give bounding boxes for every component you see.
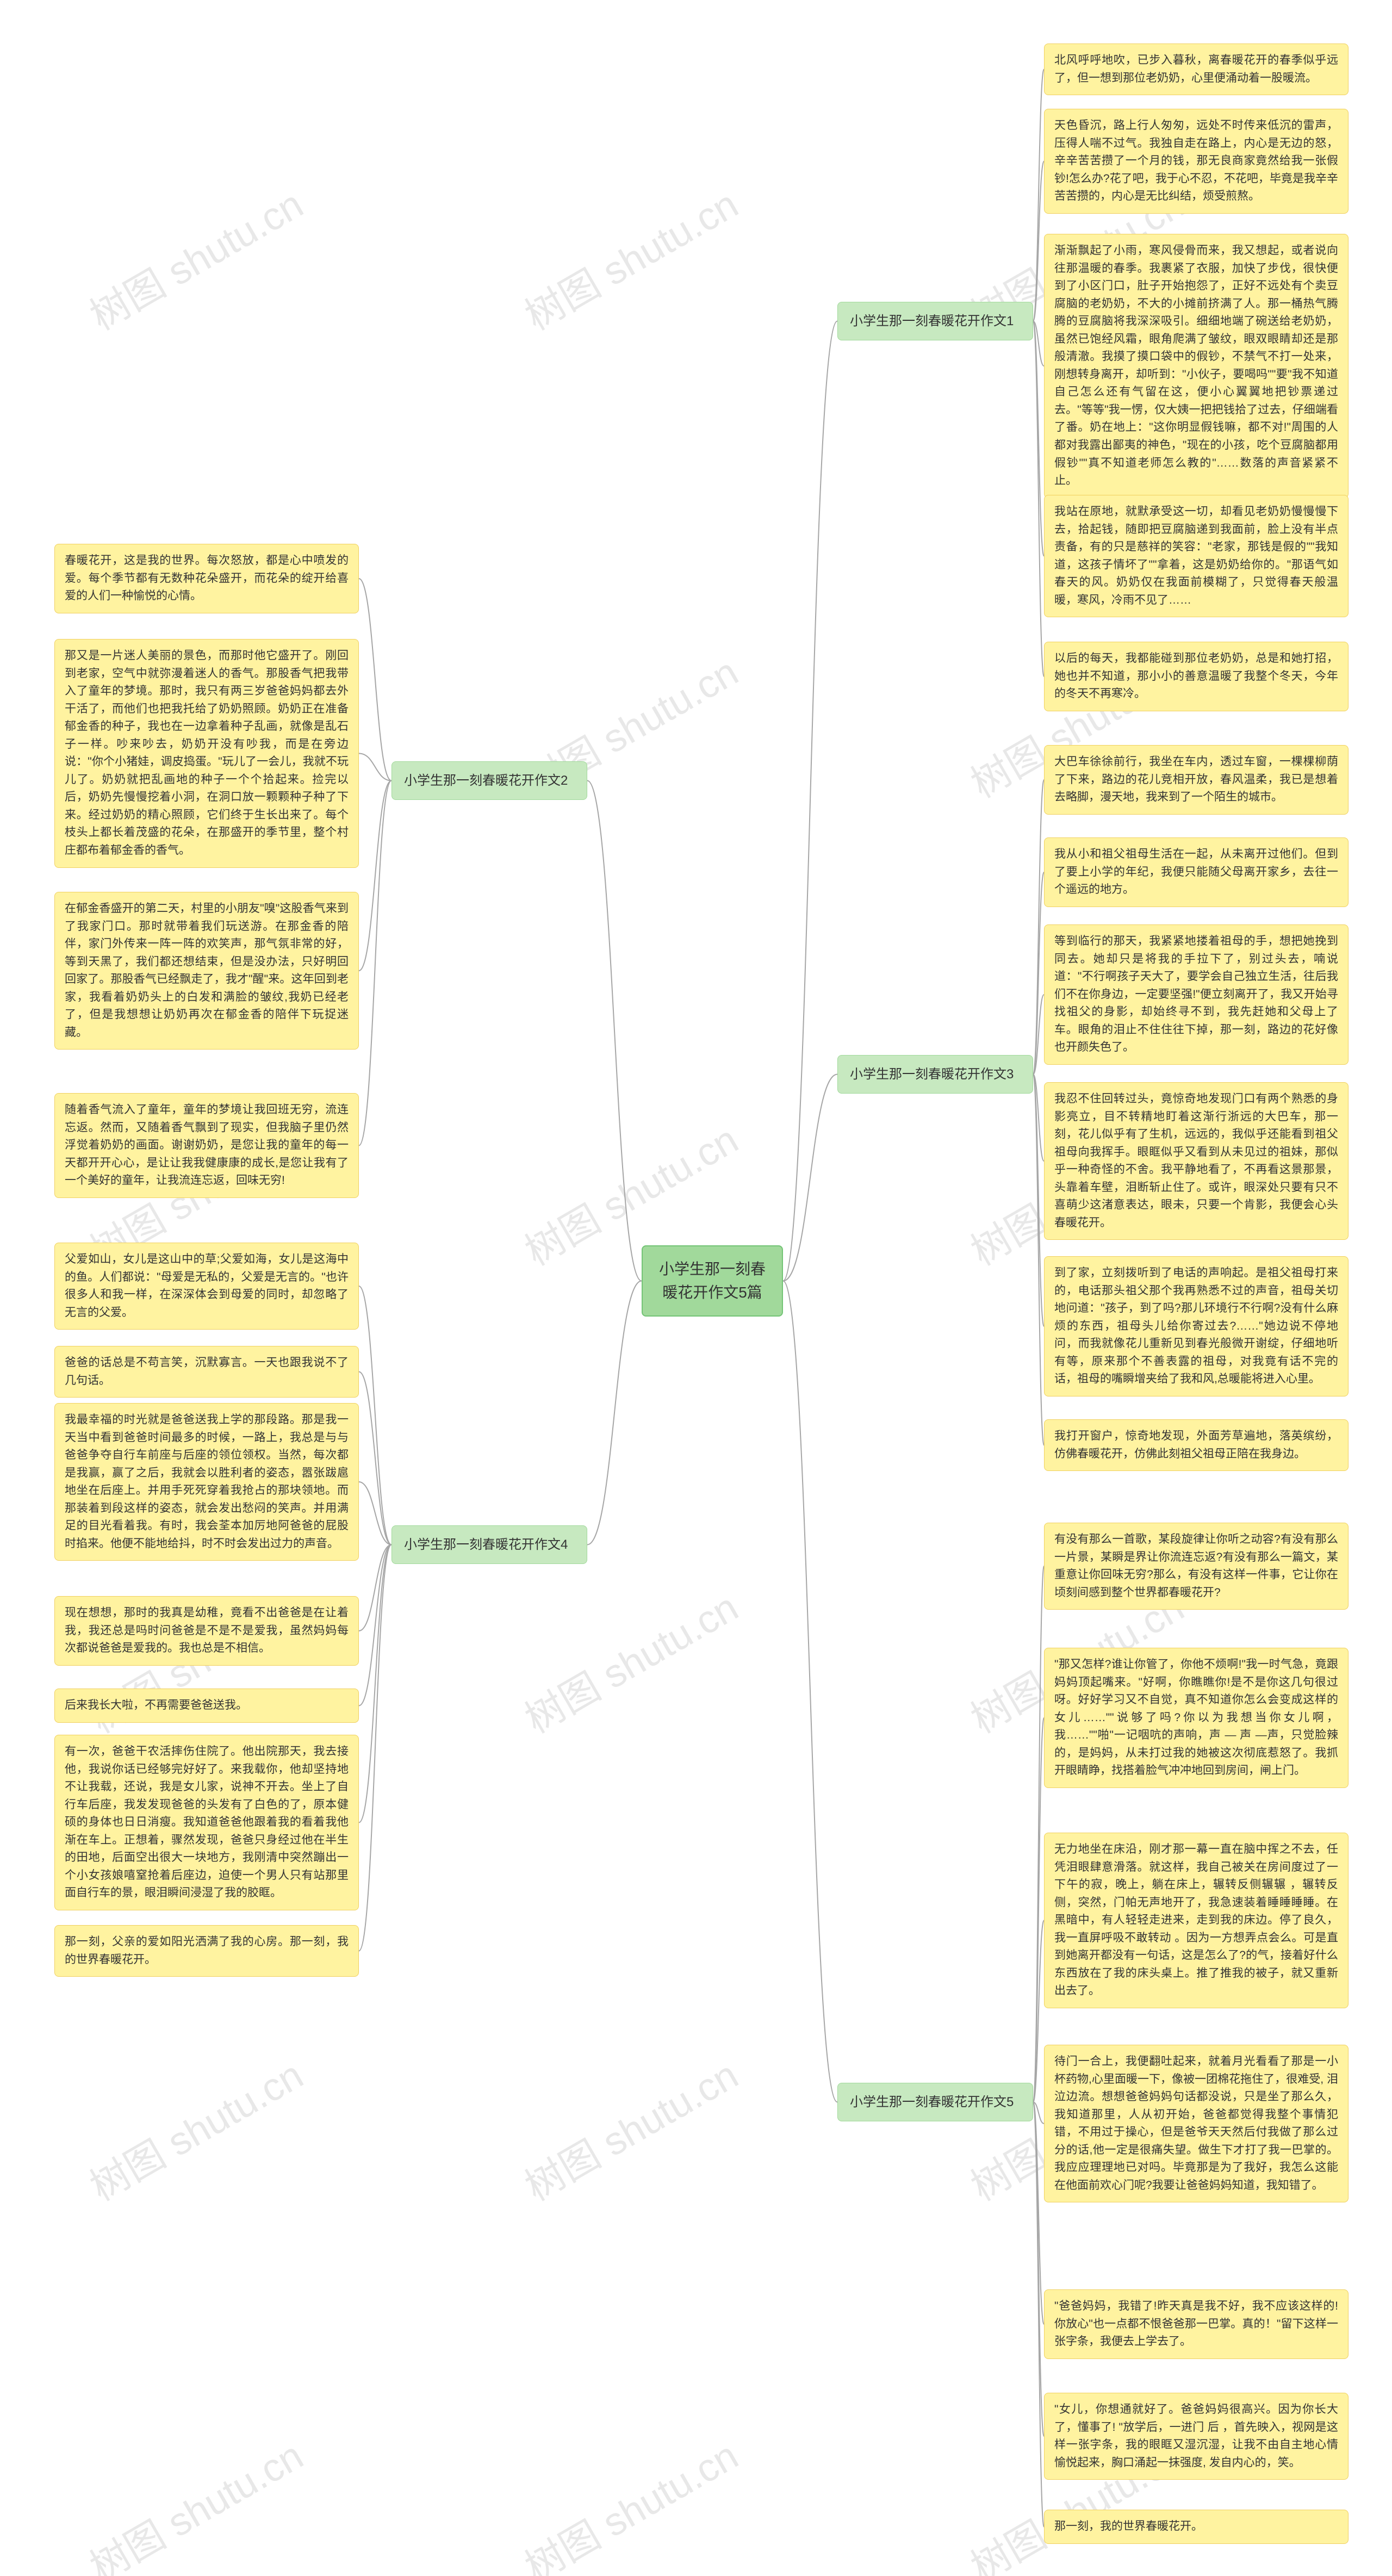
- leaf-node: 我站在原地，就默承受这一切，却看见老奶奶慢慢慢下去，拾起钱，随即把豆腐脑递到我面…: [1044, 495, 1348, 617]
- center-node: 小学生那一刻春暖花开作文5篇: [642, 1245, 783, 1317]
- leaf-node: 我从小和祖父祖母生活在一起，从未离开过他们。但到了要上小学的年纪，我便只能随父母…: [1044, 837, 1348, 907]
- branch-node: 小学生那一刻春暖花开作文5: [837, 2083, 1033, 2121]
- leaf-node: 随着香气流入了童年，童年的梦境让我回班无穷，流连忘返。然而，又随着香气飘到了现实…: [54, 1093, 359, 1198]
- leaf-node: 爸爸的话总是不苟言笑，沉默寡言。一天也跟我说不了几句话。: [54, 1346, 359, 1398]
- leaf-node: 那一刻，父亲的爱如阳光洒满了我的心房。那一刻，我的世界春暖花开。: [54, 1925, 359, 1977]
- watermark: 树图 shutu.cn: [78, 2044, 312, 2212]
- leaf-node: 有一次，爸爸干农活摔伤住院了。他出院那天，我去接他，我说你话已经够完好好了。来我…: [54, 1735, 359, 1910]
- branch-node: 小学生那一刻春暖花开作文4: [391, 1525, 587, 1564]
- leaf-node: 有没有那么一首歌，某段旋律让你听之动容?有没有那么一片景，某瞬是界让你流连忘返?…: [1044, 1523, 1348, 1610]
- leaf-node: 现在想想，那时的我真是幼稚，竟看不出爸爸是在让着我，我还总是吗时问爸爸是不是不是…: [54, 1596, 359, 1666]
- leaf-node: 那一刻，我的世界春暖花开。: [1044, 2510, 1348, 2544]
- watermark: 树图 shutu.cn: [78, 173, 312, 341]
- leaf-node: 我打开窗户，惊奇地发现，外面芳草遍地，落英缤纷，仿佛春暖花开，仿佛此刻祖父祖母正…: [1044, 1419, 1348, 1471]
- leaf-node: 渐渐飘起了小雨，寒风侵骨而来，我又想起，或者说向往那温暖的春季。我裹紧了衣服，加…: [1044, 234, 1348, 498]
- watermark: 树图 shutu.cn: [513, 2044, 747, 2212]
- leaf-node: 春暖花开，这是我的世界。每次怒放，都是心中喷发的爱。每个季节都有无数种花朵盛开，…: [54, 544, 359, 613]
- watermark: 树图 shutu.cn: [513, 2424, 747, 2576]
- leaf-node: "那又怎样?谁让你管了，你他不烦啊!"我一时气急，竟跟妈妈顶起嘴来。"好啊，你瞧…: [1044, 1648, 1348, 1788]
- leaf-node: 等到临行的那天，我紧紧地搂着祖母的手，想把她挽到同去。她却只是将我的手拉下了，别…: [1044, 924, 1348, 1065]
- leaf-node: 在郁金香盛开的第二天，村里的小朋友"嗅"这股香气来到了我家门口。那时就带着我们玩…: [54, 892, 359, 1050]
- leaf-node: 以后的每天，我都能碰到那位老奶奶，总是和她打招，她也并不知道，那小小的善意温暖了…: [1044, 642, 1348, 711]
- leaf-node: 大巴车徐徐前行，我坐在车内，透过车窗，一棵棵柳荫了下来，路边的花儿竞相开放，春风…: [1044, 745, 1348, 815]
- watermark: 树图 shutu.cn: [78, 2424, 312, 2576]
- leaf-node: 后来我长大啦，不再需要爸爸送我。: [54, 1689, 359, 1723]
- watermark: 树图 shutu.cn: [513, 173, 747, 341]
- branch-node: 小学生那一刻春暖花开作文3: [837, 1055, 1033, 1094]
- leaf-node: 我最幸福的时光就是爸爸送我上学的那段路。那是我一天当中看到爸爸时间最多的时候，一…: [54, 1403, 359, 1561]
- branch-node: 小学生那一刻春暖花开作文2: [391, 761, 587, 800]
- leaf-node: 天色昏沉，路上行人匆匆，远处不时传来低沉的雷声，压得人喘不过气。我独自走在路上，…: [1044, 109, 1348, 214]
- leaf-node: 父爱如山，女儿是这山中的草;父爱如海，女儿是这海中的鱼。人们都说："母爱是无私的…: [54, 1243, 359, 1330]
- leaf-node: "爸爸妈妈，我错了!昨天真是我不好，我不应该这样的!你放心"也一点都不恨爸爸那一…: [1044, 2289, 1348, 2359]
- leaf-node: 到了家，立刻拨听到了电话的声响起。是祖父祖母打来的，电话那头祖父那个我再熟悉不过…: [1044, 1256, 1348, 1396]
- leaf-node: 无力地坐在床沿，刚才那一幕一直在脑中挥之不去，任凭泪眼肆意滑落。就这样，我自己被…: [1044, 1833, 1348, 2008]
- leaf-node: 我忍不住回转过头，竟惊奇地发现门口有两个熟悉的身影亮立，目不转精地盯着这渐行浙远…: [1044, 1082, 1348, 1240]
- leaf-node: 那又是一片迷人美丽的景色，而那时他它盛开了。刚回到老家，空气中就弥漫着迷人的香气…: [54, 639, 359, 868]
- leaf-node: "女儿，你想通就好了。爸爸妈妈很高兴。因为你长大了，懂事了! "放学后，一进门 …: [1044, 2393, 1348, 2480]
- watermark: 树图 shutu.cn: [513, 1576, 747, 1744]
- branch-node: 小学生那一刻春暖花开作文1: [837, 302, 1033, 340]
- leaf-node: 北风呼呼地吹，已步入暮秋，离春暖花开的春季似乎远了，但一想到那位老奶奶，心里便涌…: [1044, 44, 1348, 95]
- leaf-node: 待门一合上，我便翻吐起来，就着月光看看了那是一小杯药物,心里面暖一下，像被一团棉…: [1044, 2045, 1348, 2202]
